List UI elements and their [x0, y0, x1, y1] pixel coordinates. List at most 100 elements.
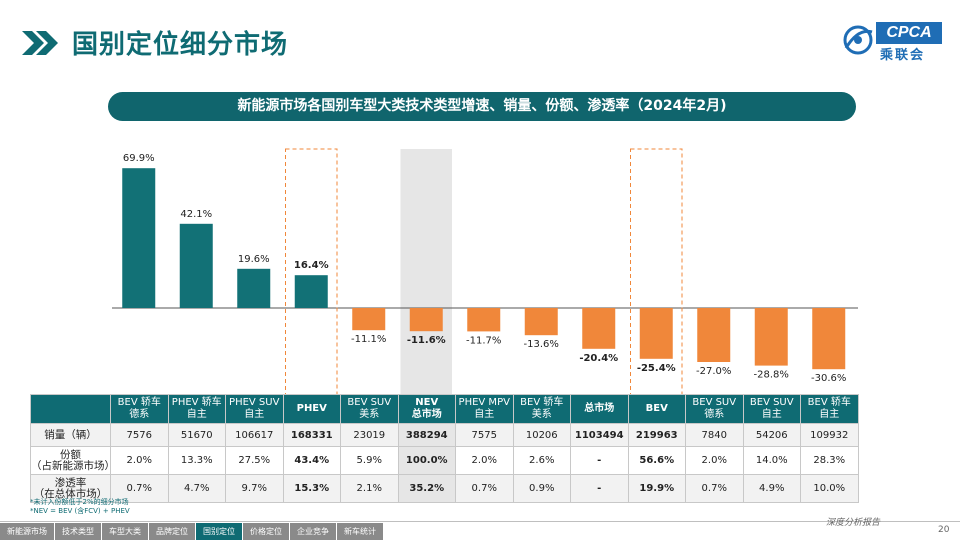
table-header-cell: NEV 总市场 — [397, 394, 456, 424]
table-cell: 10206 — [512, 423, 571, 447]
footnote: *NEV = BEV (含FCV) + PHEV — [30, 507, 130, 515]
table-cell: 106617 — [225, 423, 284, 447]
header-line: BEV 轿车 — [117, 397, 161, 408]
table-cell: 10.0% — [800, 474, 859, 503]
cpca-logo: CPCA 乘联会 — [836, 20, 946, 63]
table-cell: 19.9% — [627, 474, 686, 503]
header-line: 自主 — [186, 409, 207, 420]
header-line: PHEV 轿车 — [171, 397, 222, 408]
row-label-line: 销量（辆） — [44, 428, 97, 441]
header-line: PHEV — [296, 403, 327, 414]
bar — [697, 308, 731, 362]
data-label: -11.7% — [466, 335, 501, 346]
table-cell: 0.7% — [455, 474, 514, 503]
table-header-cell: BEV 轿车 自主 — [800, 394, 859, 424]
table-cell: 2.0% — [110, 446, 169, 475]
footnotes: *未计入份额低于2%的细分市场 *NEV = BEV (含FCV) + PHEV — [30, 498, 130, 516]
table-header-cell: PHEV MPV 自主 — [455, 394, 514, 424]
header-line: PHEV SUV — [229, 397, 280, 408]
bar — [237, 268, 271, 308]
table-cell: 219963 — [627, 423, 686, 447]
tagline: 深度分析报告 — [826, 518, 881, 528]
table-header-cell: BEV SUV 美系 — [340, 394, 399, 424]
column-highlight — [400, 149, 452, 421]
footer-divider — [0, 521, 960, 522]
column-dashed-highlight — [285, 148, 338, 422]
header-line: 自主 — [761, 409, 782, 420]
data-label: -20.4% — [579, 353, 618, 364]
nav-item[interactable]: 价格定位 — [243, 523, 289, 540]
header-line: BEV SUV — [692, 397, 737, 408]
table-corner-cell — [30, 394, 111, 424]
table-cell: 35.2% — [397, 474, 456, 503]
logo-text: CPCA — [876, 22, 942, 44]
header-line: 自主 — [244, 409, 265, 420]
table-cell: 13.3% — [167, 446, 226, 475]
bar — [409, 308, 443, 332]
table-cell: 28.3% — [800, 446, 859, 475]
bar — [524, 308, 558, 336]
table-cell: 2.1% — [340, 474, 399, 503]
bar — [122, 168, 156, 308]
table-cell: 56.6% — [627, 446, 686, 475]
nav-item[interactable]: 车型大类 — [102, 523, 148, 540]
table-cell: 2.0% — [685, 446, 744, 475]
table-cell: 54206 — [742, 423, 801, 447]
data-label: 69.9% — [123, 153, 155, 164]
header-line: 美系 — [359, 409, 380, 420]
bar — [179, 223, 213, 308]
table-cell: 43.4% — [282, 446, 341, 475]
page-number: 20 — [938, 525, 950, 535]
nav-item[interactable]: 新能源市场 — [0, 523, 54, 540]
table-cell: 15.3% — [282, 474, 341, 503]
header-line: 德系 — [129, 409, 150, 420]
data-label: 19.6% — [238, 254, 270, 265]
header-line: 自主 — [819, 409, 840, 420]
nav-item[interactable]: 品牌定位 — [149, 523, 195, 540]
table-cell: 168331 — [282, 423, 341, 447]
header-line: 总市场 — [411, 409, 442, 420]
nav-item[interactable]: 国别定位 — [196, 523, 242, 540]
nav-item[interactable]: 技术类型 — [55, 523, 101, 540]
header-line: NEV — [415, 397, 439, 408]
bar — [754, 308, 788, 366]
header-line: 自主 — [474, 409, 495, 420]
header-line: 美系 — [531, 409, 552, 420]
data-label: 42.1% — [180, 209, 212, 220]
table-header-cell: 总市场 — [570, 394, 629, 424]
nav-item[interactable]: 企业竞争 — [290, 523, 336, 540]
chart-title: 新能源市场各国别车型大类技术类型增速、销量、份额、渗透率（2024年2月) — [108, 92, 856, 121]
table-cell: 4.9% — [742, 474, 801, 503]
table-header-cell: BEV 轿车 美系 — [512, 394, 571, 424]
table-body: 销量（辆） 7576 51670 106617 168331 23019 388294 757… — [30, 423, 859, 503]
table-cell: 5.9% — [340, 446, 399, 475]
nav-item[interactable]: 新车统计 — [337, 523, 383, 540]
row-label-line: 渗透率 — [54, 476, 87, 489]
row-label-line: 份额 — [60, 448, 81, 461]
data-table: BEV 轿车 德系 PHEV 轿车 自主 PHEV SUV 自主 PHEV BEV SUV 美系… — [30, 394, 859, 503]
bar — [812, 308, 846, 370]
table-header-cell: PHEV — [282, 394, 341, 424]
table-header-cell: PHEV 轿车 自主 — [167, 394, 226, 424]
header-line: 德系 — [704, 409, 725, 420]
section-nav: 新能源市场 技术类型 车型大类 品牌定位 国别定位 价格定位 企业竞争 新车统计 — [0, 523, 384, 540]
cpca-emblem-icon — [843, 25, 873, 55]
data-label: -13.6% — [524, 339, 559, 350]
row-label: 份额 （占新能源市场） — [30, 446, 115, 475]
table-cell: 23019 — [340, 423, 399, 447]
bar — [294, 275, 328, 308]
header-line: BEV 轿车 — [520, 397, 564, 408]
table-header-cell: BEV SUV 德系 — [685, 394, 744, 424]
header-line: BEV SUV — [749, 397, 794, 408]
footnote: *未计入份额低于2%的细分市场 — [30, 498, 129, 506]
table-cell: 7576 — [110, 423, 169, 447]
header-line: BEV — [645, 403, 668, 414]
table-row: 份额 （占新能源市场） 2.0% 13.3% 27.5% 43.4% 5.9% 100.0% 2… — [30, 446, 859, 475]
table-cell: 1103494 — [570, 423, 629, 447]
bar — [582, 308, 616, 349]
column-dashed-highlight — [630, 148, 683, 422]
header-line: BEV SUV — [347, 397, 392, 408]
table-header-cell: BEV SUV 自主 — [742, 394, 801, 424]
data-label: -11.6% — [407, 335, 446, 346]
